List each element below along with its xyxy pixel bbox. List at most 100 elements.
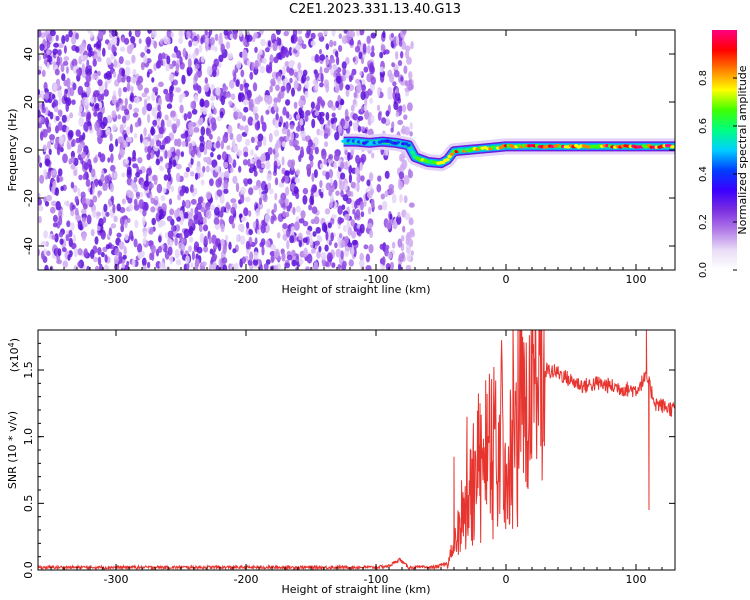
noise-blob bbox=[384, 170, 390, 179]
noise-blob bbox=[370, 32, 377, 39]
noise-blob bbox=[119, 216, 126, 226]
noise-blob bbox=[228, 241, 232, 250]
noise-blob bbox=[68, 30, 73, 38]
colorbar-tick-label: 0.8 bbox=[698, 70, 709, 86]
noise-blob bbox=[264, 213, 271, 224]
noise-blob bbox=[339, 233, 343, 239]
noise-blob bbox=[180, 237, 186, 244]
noise-blob bbox=[61, 247, 67, 253]
noise-blob bbox=[266, 94, 273, 105]
noise-blob bbox=[370, 51, 375, 58]
noise-blob bbox=[137, 157, 143, 164]
noise-blob bbox=[403, 114, 408, 120]
noise-blob bbox=[236, 133, 243, 143]
noise-blob bbox=[118, 97, 122, 104]
noise-blob bbox=[106, 129, 111, 136]
noise-blob bbox=[85, 74, 92, 83]
noise-blob bbox=[150, 206, 156, 213]
noise-blob bbox=[381, 256, 386, 266]
noise-blob bbox=[120, 224, 125, 233]
noise-blob bbox=[382, 30, 386, 38]
noise-blob bbox=[127, 217, 131, 223]
noise-blob bbox=[44, 116, 49, 126]
noise-blob bbox=[74, 196, 79, 204]
noise-blob bbox=[319, 180, 323, 188]
noise-blob bbox=[219, 195, 225, 204]
noise-blob bbox=[86, 43, 92, 52]
noise-blob bbox=[214, 33, 219, 42]
noise-blob bbox=[210, 151, 214, 158]
noise-blob bbox=[379, 243, 385, 250]
noise-blob bbox=[407, 83, 414, 91]
noise-blob bbox=[360, 175, 365, 182]
noise-blob bbox=[52, 180, 57, 190]
noise-blob bbox=[249, 158, 255, 165]
noise-blob bbox=[48, 148, 52, 155]
noise-blob bbox=[124, 233, 129, 241]
noise-blob bbox=[267, 147, 273, 155]
noise-blob bbox=[409, 131, 413, 137]
noise-blob bbox=[57, 109, 63, 116]
noise-blob bbox=[170, 32, 174, 38]
noise-blob bbox=[165, 92, 171, 102]
noise-blob bbox=[405, 49, 410, 59]
noise-blob bbox=[377, 111, 382, 121]
noise-blob bbox=[381, 117, 387, 124]
noise-blob bbox=[124, 97, 128, 107]
noise-blob bbox=[107, 42, 112, 51]
noise-blob bbox=[274, 152, 280, 158]
noise-blob bbox=[56, 145, 61, 156]
noise-blob bbox=[359, 223, 365, 234]
noise-blob bbox=[222, 244, 227, 255]
noise-blob bbox=[70, 222, 75, 231]
noise-blob bbox=[137, 252, 143, 260]
noise-blob bbox=[156, 117, 161, 126]
noise-blob bbox=[346, 31, 350, 37]
noise-blob bbox=[146, 261, 151, 269]
noise-blob bbox=[273, 160, 278, 169]
noise-blob bbox=[97, 79, 103, 87]
noise-blob bbox=[93, 156, 98, 164]
noise-blob bbox=[167, 172, 172, 182]
noise-blob bbox=[363, 244, 369, 250]
snr-scale-label: (x104) bbox=[7, 338, 21, 372]
noise-blob bbox=[248, 229, 253, 236]
noise-blob bbox=[393, 101, 399, 111]
y-tick-label: 1.0 bbox=[22, 428, 35, 446]
noise-blob bbox=[61, 73, 66, 81]
noise-blob bbox=[128, 103, 133, 111]
noise-blob bbox=[396, 215, 402, 225]
noise-blob bbox=[265, 109, 270, 115]
noise-blob bbox=[38, 215, 42, 224]
noise-blob bbox=[340, 190, 344, 198]
noise-blob bbox=[147, 145, 152, 154]
snr-y-ticks: 0.0 0.5 1.0 1.5 bbox=[22, 342, 675, 579]
noise-blob bbox=[205, 191, 212, 200]
noise-blob bbox=[44, 264, 49, 270]
y-tick-label: 0.0 bbox=[22, 561, 35, 579]
noise-blob bbox=[71, 204, 76, 210]
noise-blob bbox=[141, 92, 147, 98]
noise-blob bbox=[348, 120, 353, 127]
noise-blob bbox=[230, 198, 237, 204]
noise-blob bbox=[377, 204, 383, 211]
noise-blob bbox=[43, 59, 48, 65]
noise-blob bbox=[344, 182, 348, 191]
noise-blob bbox=[252, 82, 258, 92]
noise-blob bbox=[69, 87, 75, 97]
noise-blob bbox=[277, 255, 282, 261]
noise-blob bbox=[348, 164, 353, 175]
noise-blob bbox=[329, 201, 333, 208]
colorbar-gradient bbox=[712, 30, 737, 270]
noise-blob bbox=[313, 216, 320, 225]
noise-blob bbox=[302, 69, 308, 77]
noise-blob bbox=[385, 110, 390, 117]
noise-blob bbox=[128, 30, 132, 38]
noise-blob bbox=[210, 84, 215, 91]
noise-blob bbox=[65, 234, 70, 242]
noise-blob bbox=[251, 61, 255, 72]
noise-blob bbox=[350, 181, 356, 189]
colorbar-tick-label: 0.6 bbox=[698, 118, 709, 134]
noise-blob bbox=[265, 259, 271, 265]
snr-scale-exponent: 4 bbox=[7, 342, 16, 347]
